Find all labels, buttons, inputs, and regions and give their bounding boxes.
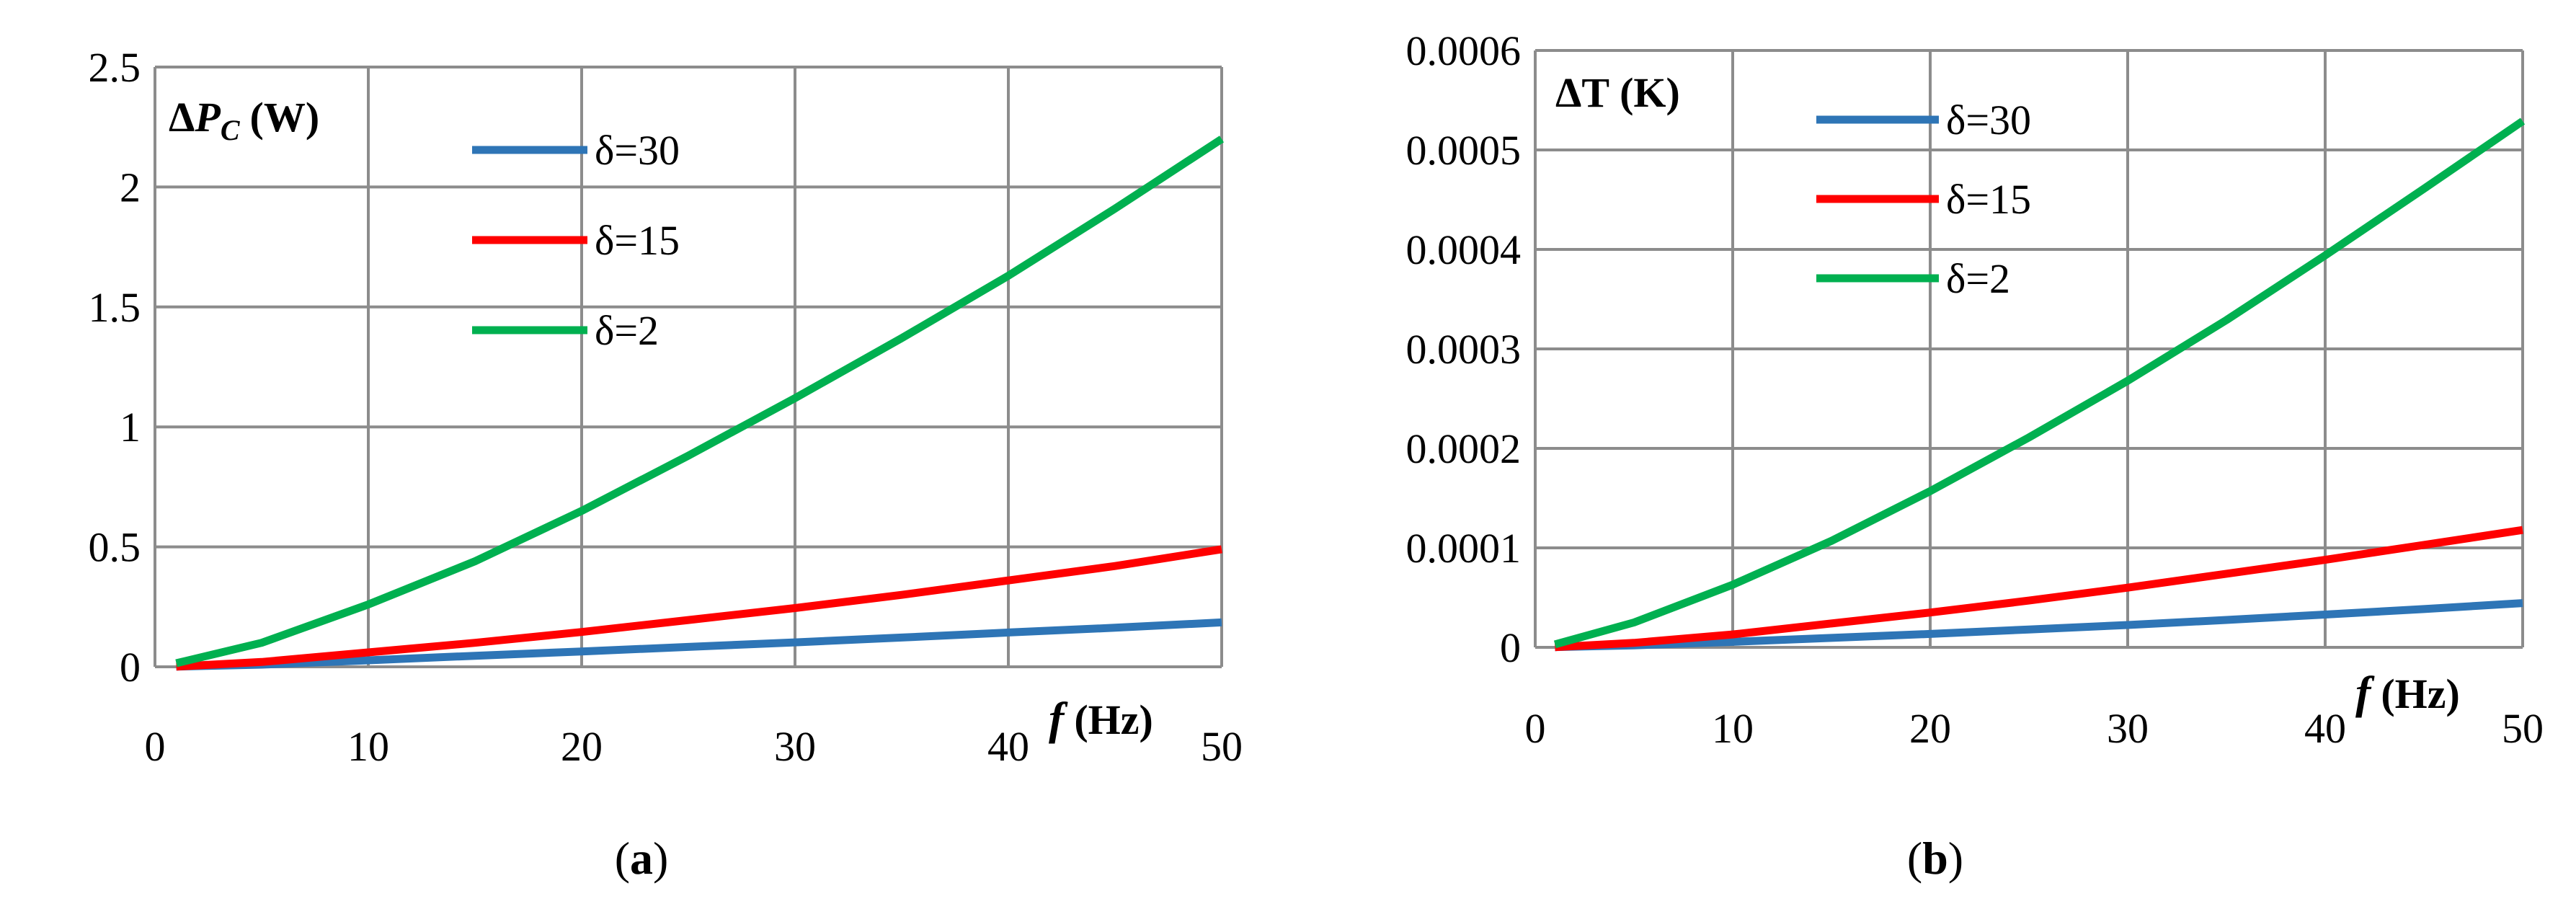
x-axis-label: f (Hz): [1049, 693, 1153, 744]
x-tick-label: 0: [1525, 705, 1546, 752]
y-tick-label: 2: [120, 164, 141, 210]
legend-label: δ=2: [1946, 255, 2010, 302]
y-axis-label: ΔT (K): [1555, 69, 1680, 116]
y-tick-label: 0.0004: [1406, 226, 1522, 273]
y-tick-label: 2.5: [89, 44, 141, 91]
x-tick-label: 40: [987, 723, 1029, 770]
x-tick-label: 0: [145, 723, 166, 770]
x-tick-label: 10: [1712, 705, 1754, 752]
x-tick-label: 20: [1909, 705, 1951, 752]
series-line-0: [176, 618, 1222, 671]
y-tick-label: 1.5: [89, 284, 141, 331]
y-axis-label: ΔPC (W): [169, 94, 319, 146]
legend-label: δ=15: [595, 217, 680, 264]
x-tick-label: 10: [347, 723, 389, 770]
panel-b: 0 0.0001 0.0002 0.0003 0.0004 0.0005 0.0006 0 10…: [1406, 27, 2544, 884]
y-tick-label: 0: [1500, 624, 1521, 671]
x-tick-label: 30: [2107, 705, 2149, 752]
x-tick-label: 40: [2304, 705, 2346, 752]
y-tick-label: 0.0003: [1406, 326, 1522, 373]
panel-label: (a): [615, 833, 669, 884]
legend-label: δ=30: [1946, 97, 2031, 143]
series-line-0: [1555, 599, 2523, 652]
panel-label: (b): [1907, 833, 1963, 884]
series-line-1: [1555, 526, 2523, 652]
series-line-2: [1553, 118, 2526, 649]
y-tick-label: 0: [120, 644, 141, 691]
y-tick-label: 0.0006: [1406, 27, 1522, 74]
series-line-1: [176, 545, 1222, 671]
x-tick-label: 50: [1201, 723, 1243, 770]
y-tick-label: 0.5: [89, 524, 141, 571]
legend-label: δ=30: [595, 127, 680, 174]
series-line-2: [175, 136, 1225, 668]
x-tick-label: 30: [774, 723, 816, 770]
panel-a: 0 0.5 1 1.5 2 2.5 0 10 20 30 40 50 δ=30 δ=15 δ=2 ΔPC (W)…: [89, 44, 1243, 884]
legend-label: δ=2: [595, 307, 659, 354]
x-tick-label: 20: [561, 723, 603, 770]
legend-label: δ=15: [1946, 176, 2031, 223]
y-tick-label: 0.0005: [1406, 127, 1522, 174]
x-tick-label: 50: [2502, 705, 2544, 752]
y-tick-label: 0.0001: [1406, 525, 1522, 572]
y-tick-label: 1: [120, 404, 141, 451]
x-axis-label: f (Hz): [2355, 667, 2460, 718]
y-tick-label: 0.0002: [1406, 425, 1522, 472]
